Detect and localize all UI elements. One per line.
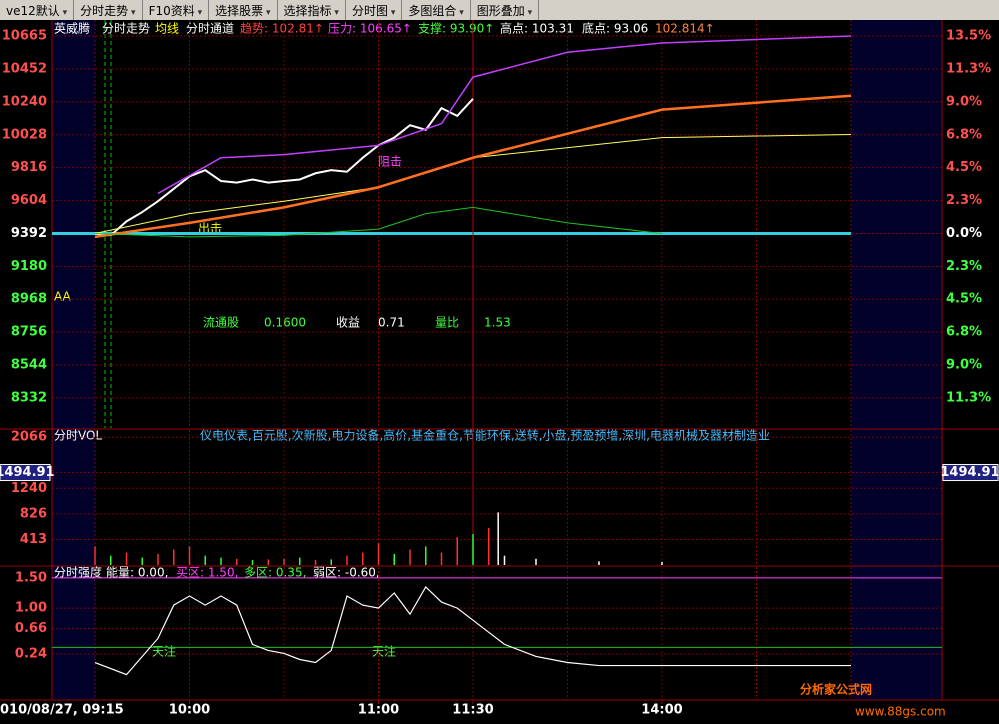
header-value: 102.814↑ (655, 22, 715, 36)
annotation: 阻击 (378, 155, 402, 169)
header-value: 多区: 0.35, (244, 566, 306, 580)
y-tick-label: 1.00 (15, 601, 47, 616)
toolbar: ve12默认分时走势F10资料选择股票选择指标分时图多图组合图形叠加 (0, 0, 999, 20)
toolbar-item[interactable]: 分时走势 (74, 0, 143, 20)
price-line (94, 98, 474, 237)
toolbar-item[interactable]: 图形叠加 (471, 0, 540, 20)
header-value: 支撑: 93.90↑ (418, 21, 494, 36)
y-tick-label: 1240 (11, 481, 47, 496)
y2-tick-label: 1494.91 (940, 465, 999, 480)
y2-tick-label: 6.8% (946, 325, 982, 340)
watermark-url: www.88gs.com (855, 705, 946, 719)
toolbar-item[interactable]: 多图组合 (402, 0, 471, 20)
value-box (0, 464, 51, 482)
y-tick-label: 10665 (2, 28, 47, 43)
info-label: 收益 (336, 316, 360, 330)
toolbar-item[interactable]: 选择指标 (278, 0, 346, 20)
header-value: 压力: 106.65↑ (328, 22, 412, 36)
background (0, 20, 999, 724)
y-tick-label: 8544 (11, 358, 47, 373)
y2-tick-label: 2.3% (946, 259, 982, 274)
header-label: 分时通道 (186, 22, 234, 36)
annotation: 天注 (372, 644, 396, 659)
x-tick-label: 11:30 (452, 703, 493, 718)
y2-tick-label: 2.3% (946, 193, 982, 208)
header-value: 弱区: -0.60, (313, 566, 380, 580)
y-tick-label: 1494.91 (0, 465, 55, 480)
y-tick-label: 10240 (2, 94, 47, 109)
y2-tick-label: 11.3% (946, 390, 991, 405)
strength-line (94, 585, 851, 676)
header-value: 买区: 1.50, (176, 566, 238, 580)
header-value: 底点: 93.06 (582, 21, 648, 36)
info-value: 1.53 (484, 316, 511, 330)
y-tick-label: 413 (20, 532, 47, 547)
y-tick-label: 9816 (11, 160, 47, 175)
header-value: 趋势: 102.81↑ (240, 22, 324, 36)
y2-tick-label: 11.3% (946, 62, 991, 77)
info-value: 0.71 (378, 316, 405, 330)
y-tick-label: 9604 (11, 193, 47, 208)
pane-title: 分时强度 (54, 565, 102, 580)
toolbar-item[interactable]: 选择股票 (209, 0, 278, 20)
y-tick-label: 0.66 (15, 621, 47, 636)
y-tick-label: 10452 (2, 62, 47, 77)
y-tick-label: 8968 (11, 292, 47, 307)
y-tick-label: 10028 (2, 127, 47, 142)
y2-tick-label: 4.5% (946, 292, 982, 307)
info-label: 流通股 (203, 316, 239, 330)
y2-tick-label: 9.0% (946, 358, 982, 373)
toolbar-item[interactable]: 分时图 (346, 0, 403, 20)
x-tick-label: 10:00 (169, 703, 210, 718)
y-tick-label: 8332 (11, 390, 47, 405)
y-tick-label: 8756 (11, 325, 47, 340)
marker-label: AA (54, 290, 72, 304)
x-tick-label: 14:00 (641, 703, 682, 718)
y-tick-label: 9392 (11, 226, 47, 241)
y-tick-label: 2066 (11, 430, 47, 445)
y2-tick-label: 6.8% (946, 127, 982, 142)
value-box (942, 464, 999, 482)
pre-open-zone (52, 20, 95, 700)
watermark: 分析家公式网 (800, 682, 872, 697)
price-line (94, 94, 852, 239)
header-label: 均线 (155, 22, 179, 36)
y2-tick-label: 0.0% (946, 226, 982, 241)
chart: 英威腾 分时走势 均线 分时通道 趋势: 102.81↑ 压力: 106.65↑… (0, 20, 999, 724)
y-tick-label: 0.24 (15, 647, 47, 662)
price-line (94, 206, 663, 238)
price-line (157, 35, 852, 195)
y-tick-label: 9180 (11, 259, 47, 274)
info-value: 0.1600 (264, 316, 306, 330)
header-value: 高点: 103.31 (500, 21, 574, 36)
y-tick-label: 826 (20, 506, 47, 521)
stock-name: 英威腾 (54, 21, 90, 36)
header-label: 分时走势 (102, 22, 150, 36)
pane-title: 分时VOL (54, 429, 102, 443)
info-label: 量比 (435, 316, 459, 330)
y-tick-label: 1.50 (15, 570, 47, 585)
toolbar-item[interactable]: F10资料 (143, 0, 210, 20)
after-close-zone (851, 20, 942, 700)
date-label: 010/08/27, 09:15 (0, 703, 124, 718)
y2-tick-label: 13.5% (946, 28, 991, 43)
sector-tags: 仪电仪表,百元股,次新股,电力设备,高价,基金重仓,节能环保,送转,小盘,预盈预… (200, 428, 770, 443)
annotation: 天注 (152, 644, 176, 659)
y2-tick-label: 9.0% (946, 94, 982, 109)
y2-tick-label: 4.5% (946, 160, 982, 175)
header-value: 能量: 0.00, (106, 566, 168, 580)
toolbar-item[interactable]: ve12默认 (0, 0, 75, 20)
x-tick-label: 11:00 (358, 703, 399, 718)
